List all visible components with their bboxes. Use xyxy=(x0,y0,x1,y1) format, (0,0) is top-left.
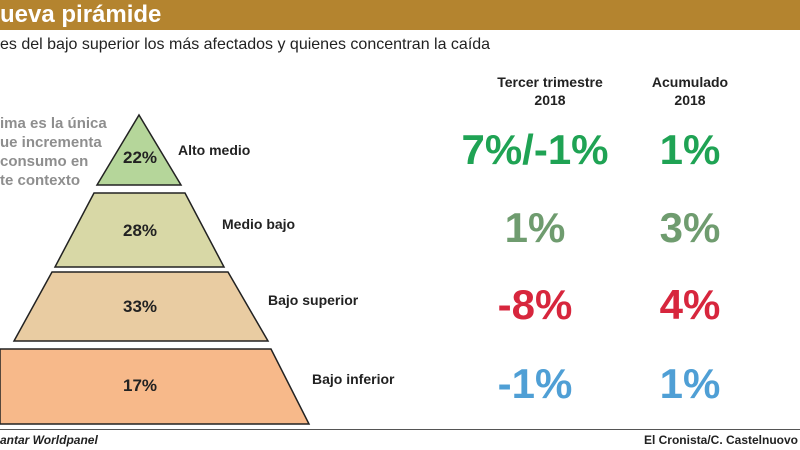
value-tercer-trimestre: -1% xyxy=(497,360,573,407)
credit-note: El Cronista/C. Castelnuovo xyxy=(643,433,798,447)
segment-share: 22% xyxy=(122,148,158,167)
note-line: ue incrementa xyxy=(0,134,102,151)
header-bar xyxy=(0,0,800,30)
column-header-tercer-trimestre: Tercer trimestre 2018 xyxy=(455,73,645,109)
value-acumulado: 1% xyxy=(659,360,721,407)
segment-alto-medio xyxy=(95,113,183,186)
column-header-line: Acumulado xyxy=(651,74,729,90)
column-header-year: 2018 xyxy=(674,92,706,108)
segment-bajo-inferior xyxy=(0,348,311,425)
value-acumulado: 3% xyxy=(659,204,721,251)
segment-bajo-superior xyxy=(12,271,270,342)
value-acumulado: 1% xyxy=(659,126,721,173)
footer-rule xyxy=(0,429,800,430)
value-tercer-trimestre: 7%/-1% xyxy=(461,126,609,173)
segment-label: Alto medio xyxy=(178,142,251,158)
source-note: antar Worldpanel xyxy=(0,433,98,447)
column-header-line: Tercer trimestre xyxy=(497,74,603,90)
column-header-year: 2018 xyxy=(534,92,566,108)
segment-medio-bajo xyxy=(53,192,226,268)
segment-label: Bajo inferior xyxy=(312,371,395,387)
segment-label: Bajo superior xyxy=(268,292,359,308)
annotation-note: ima es la única ue incrementa consumo en… xyxy=(0,114,114,190)
note-line: te contexto xyxy=(0,172,81,189)
segment-share: 28% xyxy=(122,221,158,240)
value-tercer-trimestre: -8% xyxy=(497,281,573,328)
value-tercer-trimestre: 1% xyxy=(504,204,566,251)
note-line: ima es la única xyxy=(0,115,107,132)
value-acumulado: 4% xyxy=(659,281,721,328)
segment-share: 33% xyxy=(122,297,158,316)
segment-share: 17% xyxy=(122,376,158,395)
segment-label: Medio bajo xyxy=(222,216,296,232)
note-line: consumo en xyxy=(0,153,89,170)
page-title: ueva pirámide xyxy=(0,1,162,28)
column-header-acumulado: Acumulado 2018 xyxy=(620,73,760,109)
subtitle: es del bajo superior los más afectados y… xyxy=(0,36,491,53)
